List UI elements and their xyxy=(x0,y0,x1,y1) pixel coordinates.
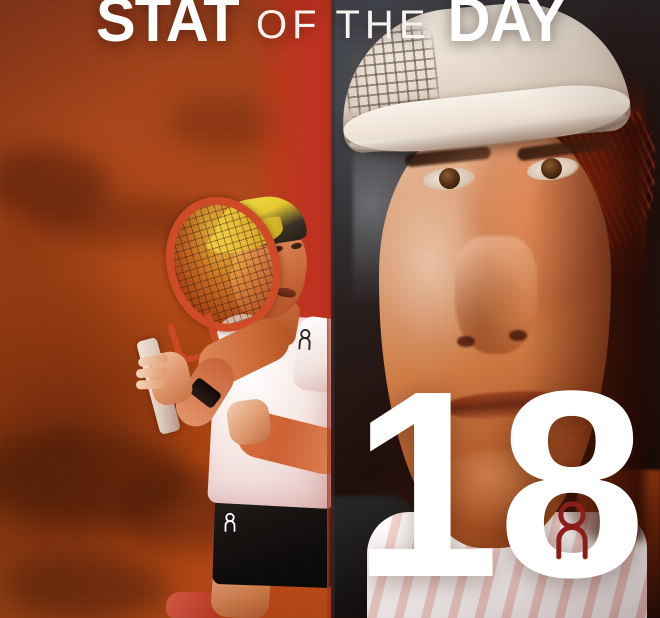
on-logo-icon-inset xyxy=(545,498,599,560)
court-smudge xyxy=(10,556,170,618)
headline-word-the: THE xyxy=(335,3,431,47)
on-logo-icon-shorts xyxy=(222,512,238,532)
court-smudge xyxy=(0,148,110,218)
portrait-nostril xyxy=(457,336,475,347)
headline: STAT OF THE DAY xyxy=(0,0,660,56)
headline-word-of: OF xyxy=(255,3,322,47)
panel-seam-divider xyxy=(327,0,335,618)
portrait-chin xyxy=(427,450,567,536)
player-finger xyxy=(135,379,167,390)
left-action-photo-panel xyxy=(0,0,331,618)
right-portrait-panel xyxy=(331,0,660,618)
headline-word-stat: STAT xyxy=(96,0,240,55)
headline-word-day: DAY xyxy=(446,0,565,55)
on-logo-icon-shirt xyxy=(295,327,314,351)
portrait-nostril xyxy=(509,330,527,341)
tennis-player-action-figure xyxy=(0,0,331,618)
portrait-iris xyxy=(439,168,460,189)
stat-value: 18 xyxy=(352,336,646,618)
portrait-iris xyxy=(541,158,562,179)
player-fist xyxy=(225,397,273,447)
